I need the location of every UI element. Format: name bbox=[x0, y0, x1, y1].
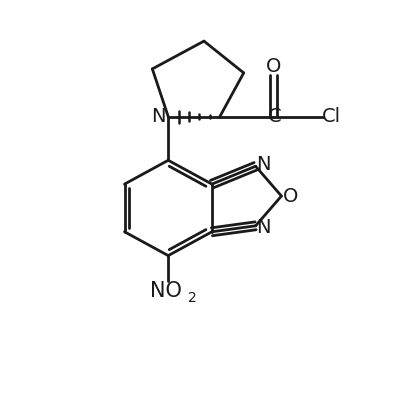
Text: O: O bbox=[266, 58, 281, 76]
Text: N: N bbox=[256, 218, 271, 237]
Text: NO: NO bbox=[150, 281, 182, 301]
Text: N: N bbox=[151, 107, 166, 126]
Text: 2: 2 bbox=[188, 291, 196, 305]
Text: C: C bbox=[268, 107, 281, 126]
Text: N: N bbox=[256, 155, 271, 174]
Text: O: O bbox=[282, 186, 298, 206]
Text: Cl: Cl bbox=[322, 107, 342, 126]
